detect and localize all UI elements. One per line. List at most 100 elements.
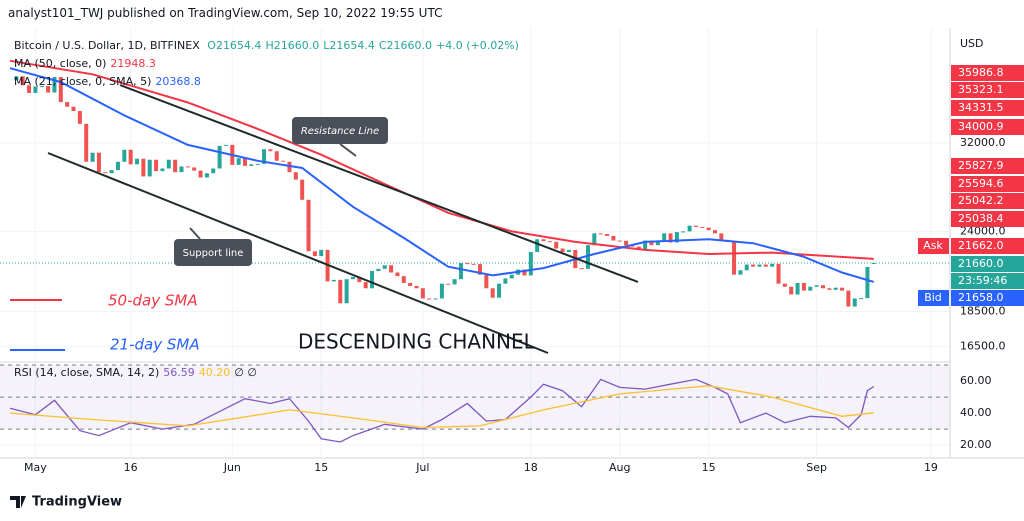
- annotation: 21-day SMA: [110, 336, 200, 354]
- candle: [871, 262, 876, 264]
- candle: [147, 159, 152, 177]
- candle: [719, 233, 724, 240]
- candle: [135, 158, 140, 165]
- candle: [204, 173, 209, 178]
- candle: [579, 268, 584, 270]
- candle: [598, 233, 603, 235]
- quote-tag: Bid: [924, 291, 942, 304]
- quote-field: H21660.0: [265, 39, 320, 52]
- annotation: 50-day SMA: [108, 292, 198, 310]
- candle: [782, 283, 787, 287]
- candle: [687, 225, 692, 232]
- candle: [427, 298, 432, 300]
- candle: [649, 240, 654, 246]
- candle: [751, 264, 756, 267]
- candle: [846, 290, 851, 307]
- candle: [281, 160, 286, 162]
- annotation: DESCENDING CHANNEL: [298, 330, 536, 354]
- candle: [763, 264, 768, 267]
- x-tick-label: Jun: [223, 461, 241, 474]
- candle: [465, 263, 470, 265]
- annotation-box: [292, 117, 388, 144]
- candle: [452, 279, 457, 285]
- price-marker: 25594.6: [958, 177, 1004, 190]
- candle: [668, 233, 673, 243]
- rsi-title: RSI (14, close, SMA, 14, 2): [14, 366, 160, 379]
- candle: [39, 86, 44, 88]
- candle: [497, 283, 502, 298]
- quote-field: C21660.0: [378, 39, 432, 52]
- candle: [490, 288, 495, 298]
- ma-value: 21948.3: [110, 57, 156, 70]
- candle: [535, 239, 540, 252]
- quote-field: O21654.4: [207, 39, 262, 52]
- candle: [179, 166, 184, 173]
- support-trendline: [47, 152, 549, 354]
- candle: [859, 298, 864, 300]
- candle: [458, 263, 463, 280]
- candle: [738, 270, 743, 275]
- candle: [357, 276, 362, 283]
- candle: [173, 159, 178, 173]
- x-tick-label: Aug: [609, 461, 630, 474]
- quote: O21654.4 H21660.0 L21654.4 C21660.0 +4.0 (+0…: [207, 39, 523, 52]
- candle: [446, 283, 451, 285]
- rsi-value: 56.59: [163, 366, 195, 379]
- candle: [840, 287, 845, 291]
- candle: [268, 149, 273, 152]
- candle: [605, 234, 610, 236]
- candle: [693, 225, 698, 227]
- x-tick-label: 19: [924, 461, 938, 474]
- candle: [585, 245, 590, 269]
- candle: [198, 170, 203, 178]
- candle: [249, 164, 254, 166]
- timer-bg: [951, 273, 1024, 289]
- price-marker-bg: [951, 176, 1024, 192]
- rsi-legend: RSI (14, close, SMA, 14, 2) 56.59 40.20 ∅ ∅: [14, 366, 261, 379]
- symbol-title: Bitcoin / U.S. Dollar, 1D, BITFINEX: [14, 39, 200, 52]
- candle: [109, 170, 114, 174]
- candle: [382, 265, 387, 269]
- candle: [789, 286, 794, 295]
- candle: [274, 151, 279, 161]
- x-tick-label: May: [24, 461, 47, 474]
- candle: [420, 288, 425, 299]
- ma-name: MA (21, close, 0, SMA, 5): [14, 75, 152, 88]
- candle: [827, 288, 832, 290]
- y-tick-label: 60.00: [960, 374, 992, 387]
- candle: [770, 263, 775, 267]
- candle: [547, 241, 552, 243]
- candle: [20, 76, 25, 86]
- candle: [414, 285, 419, 289]
- rsi-ma-value: 40.20: [198, 366, 231, 379]
- price-marker: 21658.0: [958, 291, 1004, 304]
- timer: 23:59:46: [958, 274, 1007, 287]
- price-marker-bg: [951, 238, 1024, 254]
- candle: [27, 85, 32, 93]
- candle: [77, 111, 82, 124]
- candle: [509, 274, 514, 279]
- x-tick-label: Jul: [415, 461, 429, 474]
- x-tick-label: 16: [124, 461, 138, 474]
- candle: [46, 86, 51, 93]
- price-marker-bg: [951, 193, 1024, 209]
- price-marker: 34331.5: [958, 101, 1004, 114]
- candle: [255, 163, 260, 165]
- candle: [478, 264, 482, 275]
- candle: [401, 276, 406, 283]
- candle: [338, 279, 343, 304]
- candle: [674, 232, 679, 243]
- candle: [484, 274, 489, 289]
- candle: [223, 144, 228, 146]
- candle: [865, 266, 870, 299]
- candle: [713, 230, 717, 234]
- annotation-box: [174, 239, 252, 266]
- candle: [58, 77, 63, 103]
- moving-average: [9, 67, 875, 283]
- candle: [808, 286, 813, 291]
- price-marker: 34000.9: [958, 120, 1004, 133]
- candle: [211, 168, 216, 174]
- y-tick-label: 18500.0: [960, 304, 1006, 317]
